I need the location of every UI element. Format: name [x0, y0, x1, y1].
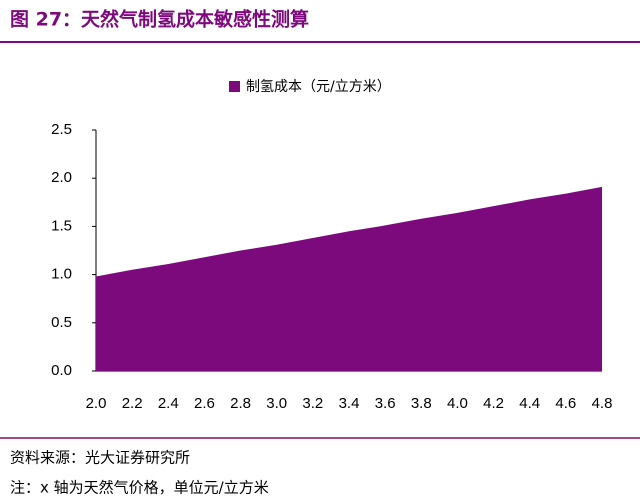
y-tick-label: 0.0 — [51, 362, 72, 379]
x-tick-label: 3.0 — [266, 395, 287, 412]
x-tick-label: 3.4 — [339, 395, 360, 412]
footnote: 注：x 轴为天然气价格，单位元/立方米 — [10, 479, 269, 497]
x-tick-label: 2.6 — [194, 395, 215, 412]
y-tick-label: 1.0 — [51, 266, 72, 283]
chart-title: 图 27：天然气制氢成本敏感性测算 — [10, 8, 309, 31]
x-tick-label: 2.0 — [86, 395, 107, 412]
x-tick-label: 3.2 — [302, 395, 323, 412]
area — [96, 186, 602, 371]
x-tick-label: 3.8 — [411, 395, 432, 412]
y-tick-label: 2.5 — [51, 121, 72, 138]
x-tick-label: 4.0 — [447, 395, 468, 412]
x-tick-label: 2.2 — [122, 395, 143, 412]
x-tick-label: 4.2 — [483, 395, 504, 412]
x-tick-label: 4.6 — [555, 395, 576, 412]
y-tick-label: 2.0 — [51, 169, 72, 186]
x-tick-label: 4.8 — [592, 395, 613, 412]
y-tick-label: 0.5 — [51, 314, 72, 331]
legend-swatch — [229, 81, 240, 92]
x-tick-label: 2.8 — [230, 395, 251, 412]
legend-label: 制氢成本（元/立方米） — [246, 79, 391, 95]
y-tick-label: 1.5 — [51, 217, 72, 234]
x-tick-label: 4.4 — [519, 395, 540, 412]
x-tick-label: 3.6 — [375, 395, 396, 412]
source-note: 资料来源：光大证券研究所 — [10, 449, 190, 467]
x-tick-label: 2.4 — [158, 395, 179, 412]
